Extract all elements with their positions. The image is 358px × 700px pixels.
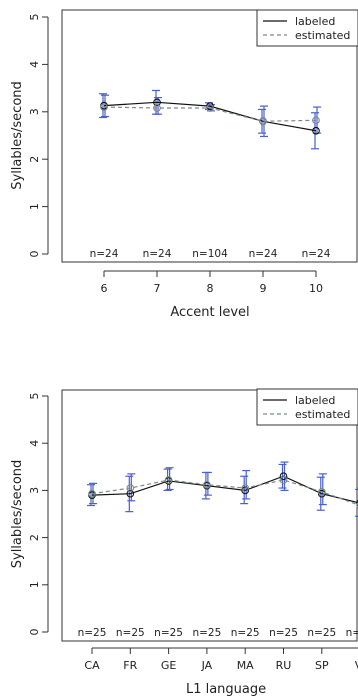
data-point-estimated xyxy=(241,484,250,492)
x-tick-label: 6 xyxy=(101,282,108,295)
x-axis-title: Accent level xyxy=(170,305,249,320)
x-tick-label: SP xyxy=(315,659,329,672)
y-tick-label: 3 xyxy=(28,108,41,115)
error-bar xyxy=(203,471,212,496)
data-point-estimated xyxy=(88,489,96,498)
y-tick-label: 5 xyxy=(28,14,41,21)
n-label: n=24 xyxy=(249,248,278,260)
error-bar xyxy=(165,467,174,491)
error-bar xyxy=(99,93,107,119)
data-point-estimated xyxy=(356,502,358,509)
x-tick-label: JA xyxy=(201,659,213,672)
n-label: n=25 xyxy=(346,627,358,639)
data-point-labeled xyxy=(241,486,250,495)
x-axis: 6 7 8 9 10 xyxy=(101,270,323,295)
n-label: n=25 xyxy=(269,627,298,639)
n-label: n=25 xyxy=(78,627,107,639)
legend-label: labeled xyxy=(295,394,335,407)
series-line-estimated xyxy=(103,106,317,122)
y-tick-label: 2 xyxy=(28,156,41,163)
y-tick-label: 1 xyxy=(28,581,41,588)
y-tick-label: 4 xyxy=(28,440,41,447)
y-axis-title: Syllables/second xyxy=(10,81,25,190)
data-point-labeled xyxy=(153,98,161,107)
error-bar xyxy=(87,484,95,507)
data-point-labeled xyxy=(126,489,135,498)
n-label: n=25 xyxy=(154,627,183,639)
x-tick-label: 9 xyxy=(260,282,267,295)
n-label: n=25 xyxy=(231,627,260,639)
n-label: n=24 xyxy=(302,248,331,260)
x-tick-label: RU xyxy=(276,659,292,672)
data-point-estimated xyxy=(312,116,320,125)
series-line-labeled xyxy=(103,101,317,132)
series-line-estimated xyxy=(91,479,358,506)
n-label: n=104 xyxy=(192,248,228,260)
data-point-estimated xyxy=(164,476,173,484)
y-axis: 0 1 2 3 4 5 xyxy=(28,393,49,636)
n-label: n=25 xyxy=(192,627,221,639)
y-tick-label: 4 xyxy=(28,61,41,68)
data-point-estimated xyxy=(153,104,161,112)
data-point-labeled xyxy=(312,126,320,135)
data-point-estimated xyxy=(279,476,288,484)
chart-panel-1: 0 1 2 3 4 5 Syllables/second 6 7 8 9 10 Accent level… xyxy=(10,9,358,320)
x-tick-label: FR xyxy=(123,659,137,672)
error-bar xyxy=(355,488,358,517)
y-tick-label: 2 xyxy=(28,534,41,541)
data-point-estimated xyxy=(317,487,326,496)
x-tick-label: GE xyxy=(161,659,177,672)
data-point-estimated xyxy=(126,484,135,492)
y-tick-label: 0 xyxy=(28,251,41,258)
y-tick-label: 5 xyxy=(28,393,41,400)
y-axis: 0 1 2 3 4 5 xyxy=(28,14,49,258)
n-label: n=25 xyxy=(116,627,145,639)
x-tick-label: MA xyxy=(237,659,254,672)
legend-label: estimated xyxy=(295,408,350,421)
data-point-labeled xyxy=(279,472,288,481)
error-bar xyxy=(163,468,172,491)
n-label: n=25 xyxy=(307,627,336,639)
x-tick-label: 8 xyxy=(207,282,214,295)
y-tick-label: 0 xyxy=(28,629,41,636)
legend-box xyxy=(256,9,358,47)
n-label: n=24 xyxy=(90,248,119,260)
x-axis-title: L1 language xyxy=(186,682,266,697)
error-bar xyxy=(318,473,327,506)
x-tick-label: 10 xyxy=(309,282,323,295)
x-axis: CA FR GE JA MA RU SP VI xyxy=(84,647,358,672)
data-point-estimated xyxy=(203,480,211,489)
series-line-labeled xyxy=(91,475,358,504)
legend-label: estimated xyxy=(295,29,350,42)
n-label: n=24 xyxy=(143,248,172,260)
y-tick-label: 3 xyxy=(28,487,41,494)
y-axis-title: Syllables/second xyxy=(10,460,25,569)
error-bar xyxy=(127,473,136,502)
plot-frame xyxy=(61,389,358,642)
plot-frame xyxy=(61,9,358,263)
data-point-estimated xyxy=(206,104,214,112)
chart-panel-2: 0 1 2 3 4 5 Syllables/second CA FR GE JA MA RU SP VI L1… xyxy=(10,388,358,697)
x-tick-label: CA xyxy=(84,659,100,672)
legend-label: labeled xyxy=(295,15,335,28)
data-point-labeled xyxy=(356,499,358,507)
y-tick-label: 1 xyxy=(28,203,41,210)
data-point-estimated xyxy=(259,117,267,126)
legend-box xyxy=(256,388,358,426)
x-tick-label: 7 xyxy=(154,282,161,295)
data-point-estimated xyxy=(100,103,108,111)
x-tick-label: VI xyxy=(355,659,358,672)
